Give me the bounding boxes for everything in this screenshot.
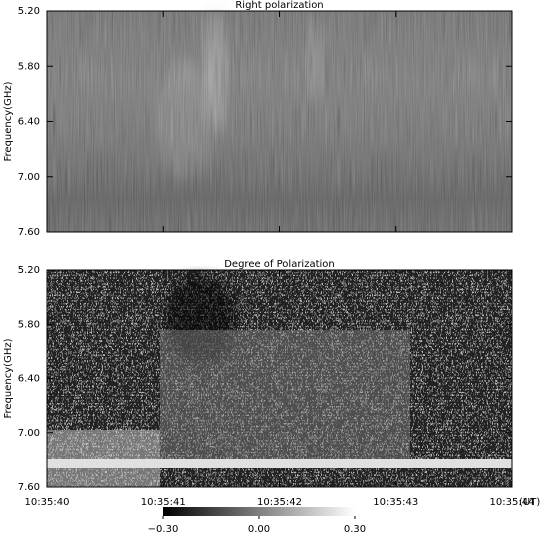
x-tick-label: 10:35:43 — [373, 497, 418, 508]
chart-title: Right polarization — [235, 0, 323, 11]
y-tick-label: 7.60 — [18, 482, 40, 493]
y-tick-label: 6.40 — [18, 117, 40, 128]
x-tick-label: 10:35:44 — [490, 497, 535, 508]
y-axis-label: Frequency(GHz) — [3, 81, 14, 161]
x-tick-label: 10:35:41 — [141, 497, 186, 508]
y-tick-label: 5.80 — [18, 61, 40, 72]
y-tick-label: 7.00 — [18, 428, 40, 439]
y-tick-label: 7.60 — [18, 227, 40, 238]
chart-title: Degree of Polarization — [224, 259, 335, 270]
x-tick-label: 10:35:42 — [257, 497, 302, 508]
y-tick-label: 5.20 — [18, 265, 40, 276]
colorbar-tick-label: −0.30 — [148, 524, 179, 535]
spectrogram-image — [47, 10, 512, 232]
y-tick-label: 7.00 — [18, 172, 40, 183]
y-tick-label: 6.40 — [18, 374, 40, 385]
y-tick-label: 5.20 — [18, 6, 40, 17]
colorbar-tick-label: 0.00 — [248, 524, 270, 535]
polarization-image — [47, 270, 512, 487]
y-tick-label: 5.80 — [18, 319, 40, 330]
colorbar-tick-label: 0.30 — [344, 524, 366, 535]
y-axis-label: Frequency(GHz) — [3, 338, 14, 418]
colorbar — [163, 507, 355, 516]
x-tick-label: 10:35:40 — [25, 497, 70, 508]
x-axis-label: (UT) — [519, 497, 540, 508]
